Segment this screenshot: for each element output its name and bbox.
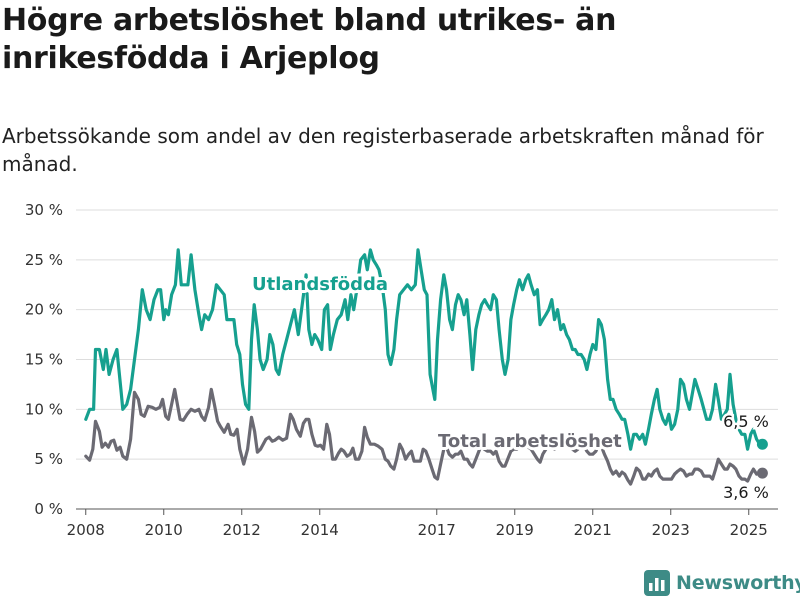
x-tick-label: 2010	[145, 521, 183, 539]
series-end-point	[756, 438, 768, 450]
end-label-total: 3,6 %	[723, 483, 769, 502]
newsworthy-logo-icon	[644, 570, 670, 596]
series-label-total: Total arbetslöshet	[438, 431, 622, 452]
x-tick-label: 2012	[223, 521, 261, 539]
y-tick-label: 5 %	[34, 450, 63, 468]
brand-logo: Newsworthy	[644, 570, 800, 596]
x-tick-label: 2008	[67, 521, 105, 539]
line-chart: 0 % 5 % 10 % 15 % 20 % 25 % 30 % 2008 2010 2012 20…	[25, 201, 778, 539]
y-tick-label: 15 %	[25, 351, 63, 369]
y-tick-label: 0 %	[34, 500, 63, 518]
chart-title: Högre arbetslöshet bland utrikes- än inr…	[2, 3, 617, 76]
chart-subtitle: Arbetssökande som andel av den registerb…	[2, 124, 764, 176]
y-tick-label: 20 %	[25, 301, 63, 319]
brand-name: Newsworthy	[676, 572, 800, 594]
y-tick-label: 30 %	[25, 201, 63, 219]
series-line-total	[84, 387, 764, 486]
end-label-utlandsfodda: 6,5 %	[723, 412, 769, 431]
series-label-utlandsfodda: Utlandsfödda	[252, 274, 388, 295]
y-tick-label: 10 %	[25, 400, 63, 418]
x-tick-label: 2019	[496, 521, 534, 539]
series-end-point	[756, 467, 768, 479]
x-tick-label: 2021	[574, 521, 612, 539]
x-tick-label: 2017	[418, 521, 456, 539]
series-line-utlandsfodda	[84, 248, 764, 451]
x-tick-label: 2023	[652, 521, 690, 539]
y-tick-label: 25 %	[25, 251, 63, 269]
x-tick-label: 2014	[301, 521, 339, 539]
x-tick-label: 2025	[730, 521, 768, 539]
